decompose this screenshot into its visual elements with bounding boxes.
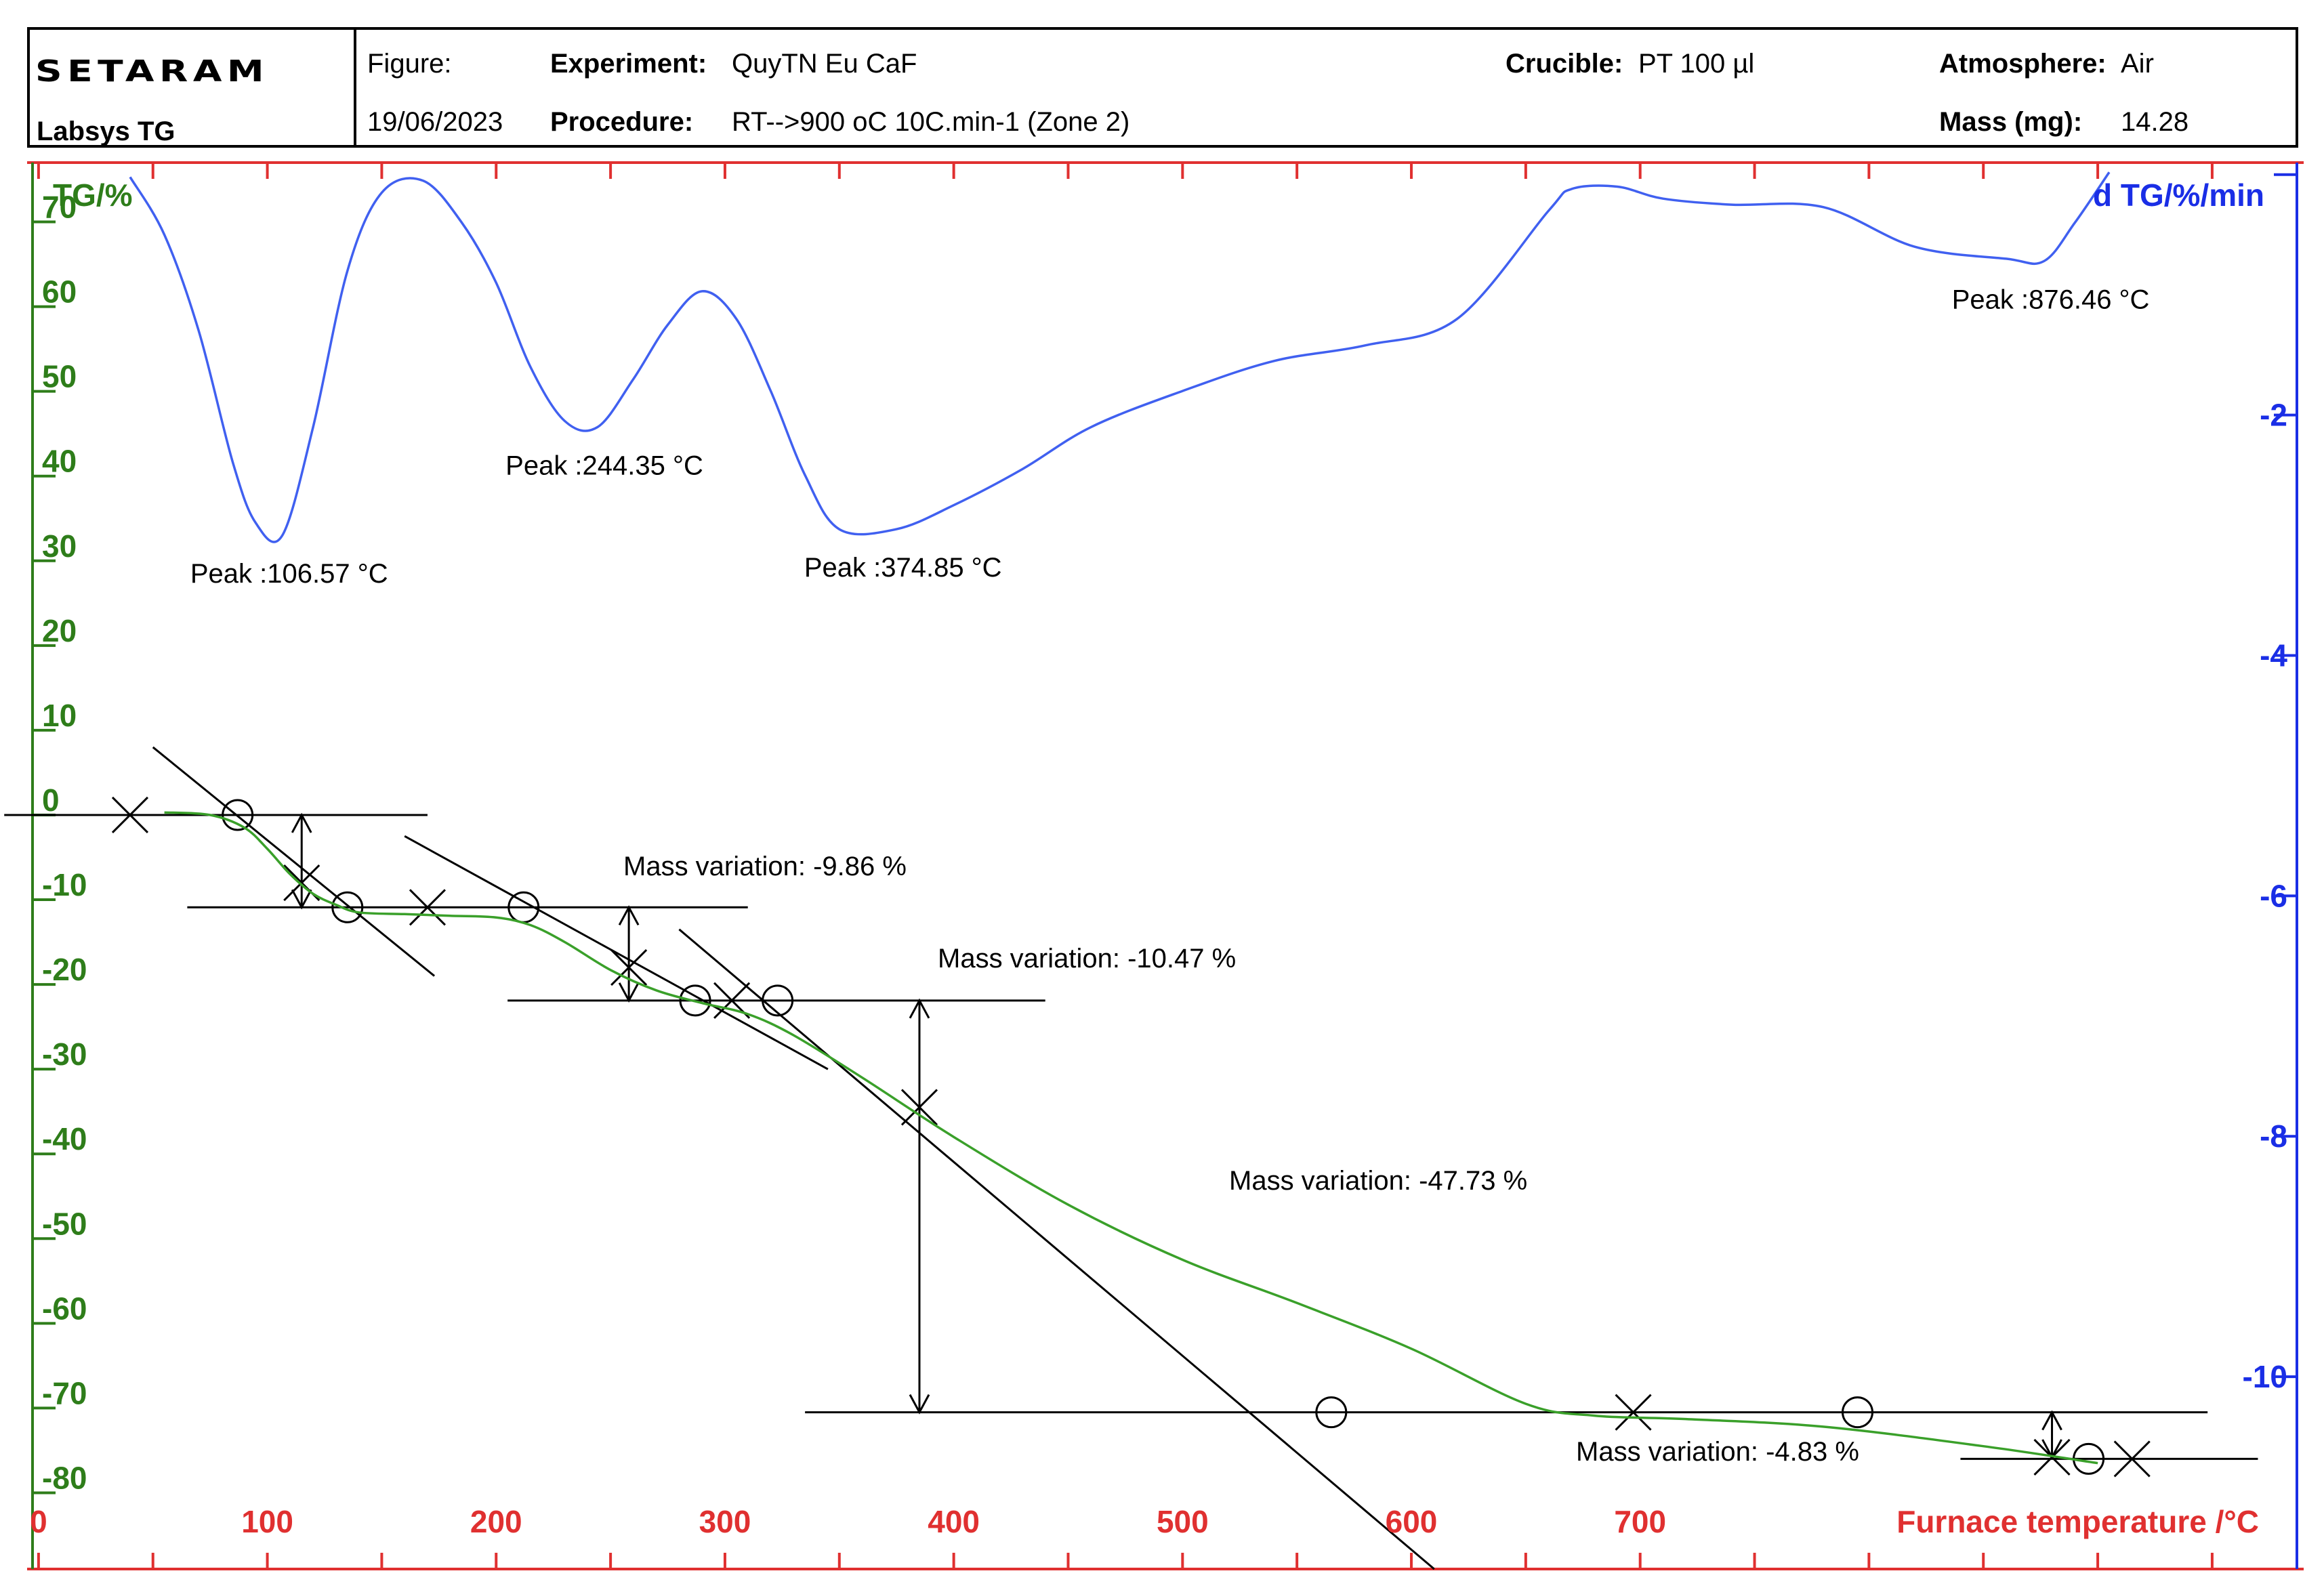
mass-value: 14.28 [2121,107,2189,137]
x-tick-label: 300 [699,1504,751,1539]
x-tick-label: 0 [30,1504,47,1539]
header-divider [354,27,356,148]
endset-marker [2113,1440,2151,1478]
tg-tick-label: 60 [42,274,77,310]
mass-variation-label: Mass variation: -10.47 % [938,944,1236,974]
dtg-tick-label: -8 [2260,1119,2287,1154]
tangent-3 [678,928,1435,1570]
dtg-curve [129,171,2111,543]
peak-label: Peak :106.57 °C [190,559,388,589]
date: 19/06/2023 [367,107,503,137]
onset-marker [409,889,447,926]
atmosphere-label: Atmosphere: [1939,49,2107,79]
x-tick-label: 200 [470,1504,522,1539]
atmosphere-value: Air [2121,49,2154,79]
x-tick-label: 500 [1157,1504,1209,1539]
peak-label: Peak :374.85 °C [804,553,1002,583]
inflection-marker [900,1089,938,1126]
x-tick-label: 700 [1614,1504,1666,1539]
mass-variation-label: Mass variation: -9.86 % [623,852,907,881]
tg-tick-label: 10 [42,698,77,733]
tg-tick-label: 0 [42,782,60,818]
tg-tick-label: 70 [42,190,77,225]
dtg-tick-label: -6 [2260,878,2287,913]
mass-arrow-1-head [291,812,312,833]
tangent-point [222,799,254,831]
tg-tick-label: -30 [42,1037,87,1072]
x-tick-label: 400 [928,1504,980,1539]
crucible-value: PT 100 µl [1638,49,1755,79]
instrument-name: Labsys TG [37,117,175,146]
experiment-value: QuyTN Eu CaF [732,49,917,79]
procedure-label: Procedure: [550,107,694,137]
mass-arrow-3-head [909,998,930,1019]
tg-tick-label: 50 [42,359,77,394]
header-box [27,27,2298,148]
mass-variation-label: Mass variation: -4.83 % [1576,1437,1859,1467]
tg-tick-label: -20 [42,952,87,987]
brand-logo: SETARAM [35,54,270,89]
peak-label: Peak :876.46 °C [1952,285,2150,314]
x-tick-label: 600 [1386,1504,1438,1539]
mass-arrow-4-head [2041,1410,2062,1431]
procedure-value: RT-->900 oC 10C.min-1 (Zone 2) [732,107,1130,137]
onset-marker [1615,1394,1652,1431]
dtg-tick-label: -4 [2260,638,2287,673]
tg-axis-title: TG/% [53,177,133,213]
tg-tick-label: 20 [42,613,77,648]
figure-label: Figure: [367,49,452,79]
tg-tick-label: -80 [42,1460,87,1495]
x-tick-label: 100 [241,1504,293,1539]
tg-tick-label: -40 [42,1121,87,1156]
experiment-label: Experiment: [550,49,707,79]
tg-tick-label: 30 [42,528,77,564]
peak-label: Peak :244.35 °C [505,451,703,480]
tg-tick-label: -10 [42,867,87,902]
dtg-tick-label: -10 [2243,1359,2287,1394]
inflection-marker [283,864,320,902]
mass-label: Mass (mg): [1939,107,2083,137]
dtg-axis-title: d TG/%/min [2093,177,2264,213]
mass-variation-label: Mass variation: -47.73 % [1229,1166,1527,1196]
tg-tick-label: -60 [42,1291,87,1326]
tangent-1 [152,746,436,977]
tg-tick-label: 40 [42,444,77,479]
x-axis-title: Furnace temperature /°C [1896,1504,2259,1539]
tangent-2 [404,835,829,1070]
mass-arrow-2-head [618,905,640,925]
tangent-point [1842,1396,1874,1429]
inflection-marker [610,949,648,986]
tg-tick-label: -50 [42,1206,87,1241]
tg-tick-label: -70 [42,1375,87,1411]
crucible-label: Crucible: [1506,49,1623,79]
onset-marker [111,796,149,834]
dtg-tick-label: -2 [2260,398,2287,433]
tg-curve [164,811,2098,1465]
